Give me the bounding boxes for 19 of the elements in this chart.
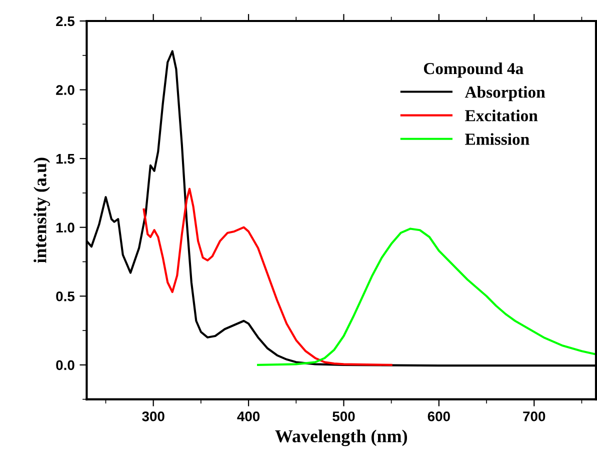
legend-label: Emission	[465, 133, 530, 145]
x-tick-label: 600	[428, 411, 450, 422]
x-axis-title: Wavelength (nm)	[275, 430, 408, 446]
x-tick-label: 300	[142, 411, 164, 422]
y-tick-label: 2.0	[56, 85, 74, 95]
legend-title: Compound 4a	[424, 62, 524, 78]
x-tick-label: 400	[237, 411, 260, 422]
legend-label: Excitation	[465, 110, 538, 122]
y-tick-label: 1.0	[56, 222, 74, 233]
legend-label: Absorption	[464, 86, 546, 102]
y-tick-label: 2.5	[56, 16, 75, 26]
line-series	[142, 188, 392, 366]
y-tick-label: 0.5	[56, 291, 75, 302]
line-series	[257, 228, 596, 366]
y-tick-label: 1.5	[56, 154, 75, 164]
y-axis-title: intensity (a.u)	[34, 158, 50, 263]
y-tick-label: 0.0	[56, 360, 74, 370]
x-tick-label: 500	[332, 411, 355, 422]
x-tick-label: 700	[523, 411, 546, 422]
